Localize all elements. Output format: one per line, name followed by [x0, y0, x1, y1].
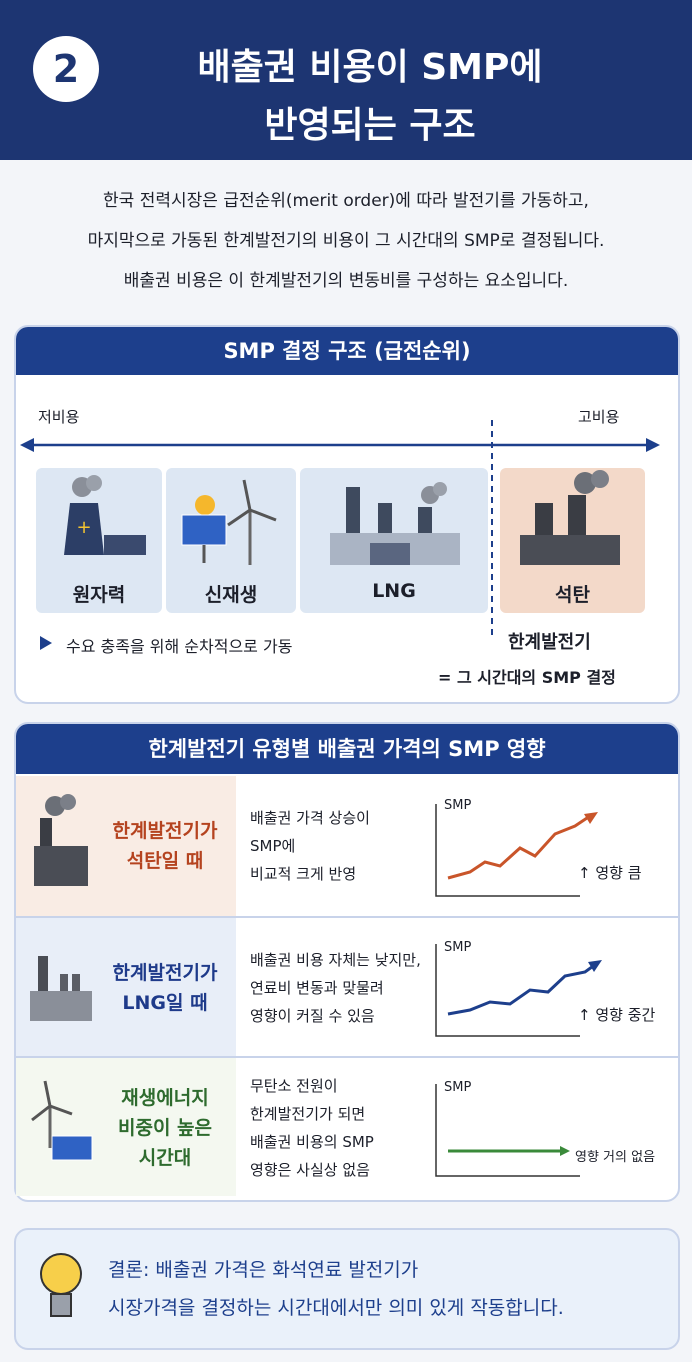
trend-line	[447, 962, 597, 1016]
plant-label: 신재생	[204, 584, 258, 606]
row-divider	[16, 1056, 678, 1058]
mini-chart	[435, 804, 598, 897]
effect-label: ↑ 영향 큼	[578, 864, 642, 882]
conclusion-text: 결론: 배출권 가격은 화석연료 발전기가	[108, 1259, 419, 1281]
row-desc: 영향은 사실상 없음	[250, 1161, 370, 1179]
high-cost-label: 고비용	[578, 408, 620, 426]
plant-label: 원자력	[72, 584, 126, 606]
effect-label: 영향 거의 없음	[575, 1150, 656, 1165]
row-desc: 배출권 비용의 SMP	[250, 1133, 374, 1151]
renewable-icon	[31, 1080, 93, 1161]
bullet	[40, 636, 52, 650]
plant-label: LNG	[372, 580, 416, 602]
svg-text:+: +	[76, 517, 91, 538]
lng-icon	[30, 956, 92, 1021]
impact-graphics	[30, 794, 602, 1177]
intro-text: 배출권 비용은 이 한계발전기의 변동비를 구성하는 요소입니다.	[123, 271, 569, 291]
row-divider	[16, 916, 678, 918]
low-cost-label: 저비용	[38, 408, 80, 426]
title: 배출권 비용이 SMP에	[197, 47, 543, 88]
row-desc: 연료비 변동과 맞물려	[250, 979, 384, 997]
row-label: 시간대	[138, 1147, 192, 1169]
conclusion-text: 시장가격을 결정하는 시간대에서만 의미 있게 작동합니다.	[108, 1297, 564, 1319]
section-number: 2	[33, 36, 99, 102]
row-label: 석탄일 때	[126, 850, 204, 872]
row-label: 한계발전기가	[112, 962, 218, 984]
coal-icon	[520, 470, 620, 565]
note: 수요 충족을 위해 순차적으로 가동	[66, 637, 293, 656]
chart-axis-label: SMP	[444, 798, 472, 813]
cost-arrow	[20, 438, 660, 452]
conclusion-box	[14, 1228, 680, 1350]
panel-title: 한계발전기 유형별 배출권 가격의 SMP 영향	[16, 724, 678, 774]
row-desc: SMP에	[250, 837, 296, 855]
bulb-icon	[40, 1253, 82, 1317]
row-desc: 비교적 크게 반영	[250, 865, 357, 883]
marginal-label: 한계발전기	[508, 632, 591, 653]
row-desc: 배출권 가격 상승이	[250, 809, 370, 827]
chart-axis-label: SMP	[444, 1080, 472, 1095]
row-desc: 영향이 커질 수 있음	[250, 1007, 375, 1025]
mini-chart	[435, 944, 602, 1037]
lng-icon	[330, 482, 460, 565]
intro-text: 마지막으로 가동된 한계발전기의 비용이 그 시간대의 SMP로 결정됩니다.	[87, 231, 605, 251]
effect-label: ↑ 영향 중간	[578, 1006, 656, 1024]
renewable-icon	[181, 479, 277, 565]
row-desc: 한계발전기가 되면	[250, 1105, 366, 1123]
merit-graphics: +	[20, 420, 660, 650]
mini-chart	[435, 1084, 580, 1177]
row-desc: 무탄소 전원이	[250, 1077, 338, 1095]
marginal-note: = 그 시간대의 SMP 결정	[438, 668, 616, 687]
nuclear-icon: +	[64, 475, 146, 555]
header: 2 배출권 비용이 SMP에 반영되는 구조	[0, 0, 692, 160]
row-label: 비중이 높은	[117, 1117, 212, 1139]
coal-icon	[34, 794, 88, 886]
intro-text: 한국 전력시장은 급전순위(merit order)에 따라 발전기를 가동하고…	[103, 191, 589, 211]
plant-label: 석탄	[555, 584, 590, 606]
row-label: 한계발전기가	[112, 820, 218, 842]
row-label: 재생에너지	[121, 1087, 209, 1109]
chart-axis-label: SMP	[444, 940, 472, 955]
row-desc: 배출권 비용 자체는 낮지만,	[250, 951, 421, 969]
trend-line	[447, 814, 591, 880]
row-bg	[16, 1058, 236, 1196]
title: 반영되는 구조	[264, 105, 476, 146]
row-bg	[16, 918, 236, 1056]
panel-title: SMP 결정 구조 (급전순위)	[16, 327, 678, 375]
row-label: LNG일 때	[122, 992, 208, 1014]
